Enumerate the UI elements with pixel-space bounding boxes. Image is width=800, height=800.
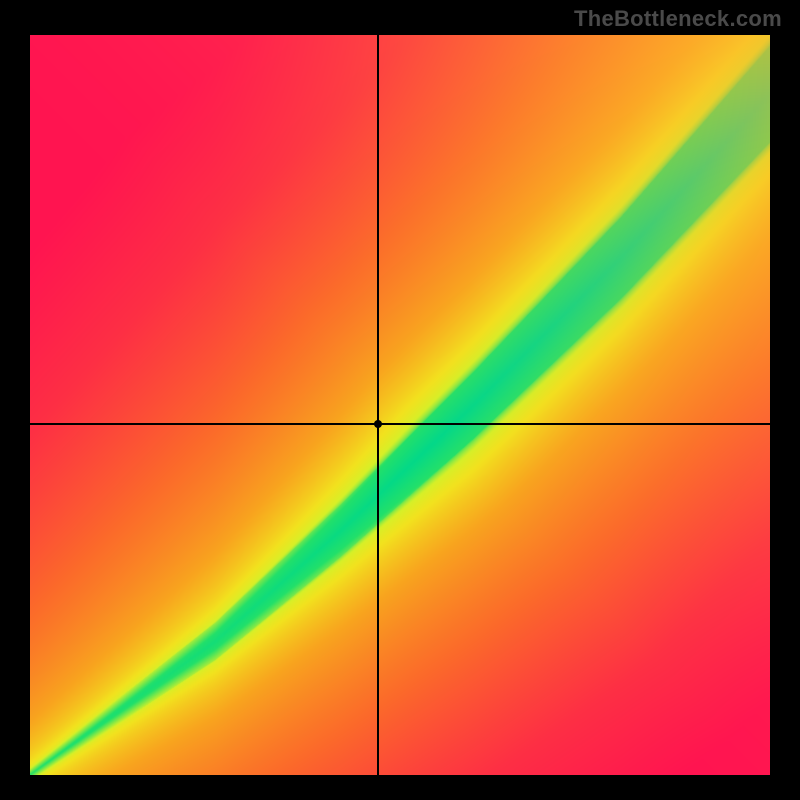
watermark-text: TheBottleneck.com (574, 6, 782, 32)
plot-area (30, 35, 770, 775)
chart-outer-frame: TheBottleneck.com (0, 0, 800, 800)
crosshair-horizontal (30, 423, 770, 425)
crosshair-marker-dot (374, 420, 382, 428)
crosshair-vertical (377, 35, 379, 775)
heatmap-canvas (30, 35, 770, 775)
